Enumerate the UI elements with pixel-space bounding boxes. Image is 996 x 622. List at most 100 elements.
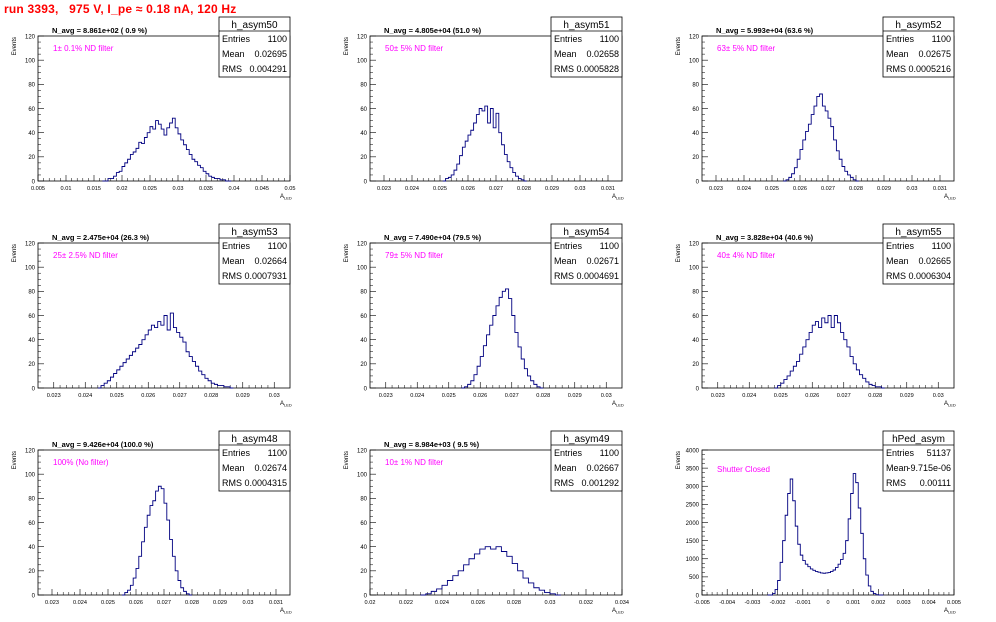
- x-axis-label: ALED: [944, 608, 956, 615]
- x-axis-label-subscript: LED: [284, 196, 292, 201]
- x-axis-label-subscript: LED: [616, 403, 624, 408]
- histogram-h_asym50: 0 20 40 60 80 100 120 0.005 0.01 0.015 0.02 0.025 0.…: [12, 16, 296, 201]
- stat-label-entries: Entries: [222, 241, 251, 251]
- stat-label-rms: RMS: [554, 271, 574, 281]
- x-axis-label: ALED: [612, 194, 624, 201]
- stat-value-entries: 1100: [268, 448, 287, 458]
- filter-label: 100% (No filter): [53, 458, 109, 467]
- stat-value-entries: 1100: [600, 448, 619, 458]
- y-tick-label: 100: [25, 265, 36, 271]
- y-tick-label: 40: [360, 338, 367, 344]
- stat-label-entries: Entries: [554, 34, 583, 44]
- y-tick-label: 120: [357, 34, 368, 40]
- histogram-line: [102, 117, 232, 182]
- x-tick-label: 0.026: [471, 600, 485, 606]
- y-tick-label: 20: [360, 155, 367, 161]
- stat-label-rms: RMS: [222, 271, 242, 281]
- x-tick-label: 0.029: [236, 393, 250, 399]
- x-tick-label: 0.024: [737, 186, 751, 192]
- x-tick-label: 0.031: [601, 186, 615, 192]
- y-tick-label: 80: [28, 497, 35, 503]
- x-tick-label: 0.028: [536, 393, 550, 399]
- x-tick-label: -0.005: [694, 600, 710, 606]
- x-tick-label: 0.024: [78, 393, 92, 399]
- y-tick-label: 120: [689, 34, 700, 40]
- x-tick-label: 0.03: [907, 186, 918, 192]
- x-tick-label: 0.028: [849, 186, 863, 192]
- histogram-h_asym54: 0 20 40 60 80 100 120 0.023 0.024 0.025 0.026 0.027…: [344, 223, 624, 408]
- x-tick-label: 0.027: [505, 393, 519, 399]
- x-tick-label: 0.024: [410, 393, 424, 399]
- x-tick-label: 0.029: [568, 393, 582, 399]
- x-tick-label: 0.027: [821, 186, 835, 192]
- y-tick-label: 60: [692, 314, 699, 320]
- y-axis-label: Events: [344, 37, 350, 55]
- stats-box: [550, 16, 623, 78]
- x-tick-label: 0.024: [435, 600, 449, 606]
- histogram-line: [122, 485, 192, 596]
- stat-value-rms: 0.0004691: [576, 271, 619, 281]
- stats-box: [550, 430, 623, 492]
- stat-label-mean: Mean: [554, 256, 577, 266]
- histogram-h_asym53: 0 20 40 60 80 100 120 0.023 0.024 0.025 0.026 0.027…: [12, 223, 292, 408]
- x-tick-label: 0.03: [933, 393, 944, 399]
- y-tick-label: 20: [28, 362, 35, 368]
- y-tick-label: 80: [28, 83, 35, 89]
- histogram-name: h_asym50: [231, 20, 278, 31]
- x-tick-label: 0.03: [243, 600, 254, 606]
- y-tick-label: 40: [28, 131, 35, 137]
- y-tick-label: 40: [360, 131, 367, 137]
- y-tick-label: 2000: [686, 521, 700, 527]
- stat-value-entries: 1100: [932, 241, 951, 251]
- y-axis-label: Events: [12, 244, 18, 262]
- filter-label: 79± 5% ND filter: [385, 251, 444, 260]
- y-tick-label: 40: [692, 131, 699, 137]
- y-tick-label: 0: [32, 386, 36, 392]
- x-tick-label: 0.029: [213, 600, 227, 606]
- y-tick-label: 80: [692, 290, 699, 296]
- y-tick-label: 80: [28, 290, 35, 296]
- x-tick-label: 0.001: [846, 600, 860, 606]
- stat-label-entries: Entries: [222, 34, 251, 44]
- histogram-name: h_asym51: [563, 20, 610, 31]
- x-tick-label: 0.032: [579, 600, 593, 606]
- stats-box: [550, 223, 623, 285]
- y-tick-label: 20: [28, 155, 35, 161]
- x-tick-label: 0.028: [517, 186, 531, 192]
- histogram-panel-hPed_asym: 0 500 1000 1500 2000 2500 3000 3500 4000 -0.005 -0…: [664, 414, 996, 621]
- stat-label-mean: Mean: [222, 49, 245, 59]
- y-tick-label: 120: [25, 34, 36, 40]
- x-axis-label-subscript: LED: [284, 610, 292, 615]
- y-tick-label: 100: [357, 265, 368, 271]
- x-axis-label: ALED: [612, 608, 624, 615]
- y-axis-label: Events: [344, 244, 350, 262]
- histogram-hPed_asym: 0 500 1000 1500 2000 2500 3000 3500 4000 -0.005 -0…: [676, 430, 961, 615]
- x-tick-label: 0.023: [377, 186, 391, 192]
- x-tick-label: 0.05: [285, 186, 296, 192]
- x-tick-label: 0.025: [765, 186, 779, 192]
- y-tick-label: 20: [692, 362, 699, 368]
- x-axis-label-subscript: LED: [948, 196, 956, 201]
- x-tick-label: 0.029: [545, 186, 559, 192]
- y-axis-label: Events: [676, 37, 682, 55]
- stat-label-mean: Mean: [886, 49, 909, 59]
- y-tick-label: 500: [689, 575, 700, 581]
- x-tick-label: 0.01: [61, 186, 72, 192]
- x-tick-label: 0.024: [73, 600, 87, 606]
- y-tick-label: 60: [360, 107, 367, 113]
- stats-box: [218, 430, 291, 492]
- stats-box: [882, 430, 955, 492]
- x-axis-label-subscript: LED: [616, 610, 624, 615]
- x-tick-label: -0.003: [744, 600, 760, 606]
- y-tick-label: 40: [692, 338, 699, 344]
- x-tick-label: 0.028: [185, 600, 199, 606]
- x-tick-label: 0.024: [405, 186, 419, 192]
- x-tick-label: 0.005: [947, 600, 961, 606]
- stat-value-mean: 0.02658: [586, 49, 619, 59]
- stat-value-entries: 51137: [927, 448, 951, 458]
- stat-label-entries: Entries: [886, 241, 915, 251]
- y-tick-label: 0: [696, 386, 700, 392]
- stat-label-mean: Mean: [886, 463, 909, 473]
- stat-value-mean: 0.02674: [254, 463, 287, 473]
- y-tick-label: 100: [25, 472, 36, 478]
